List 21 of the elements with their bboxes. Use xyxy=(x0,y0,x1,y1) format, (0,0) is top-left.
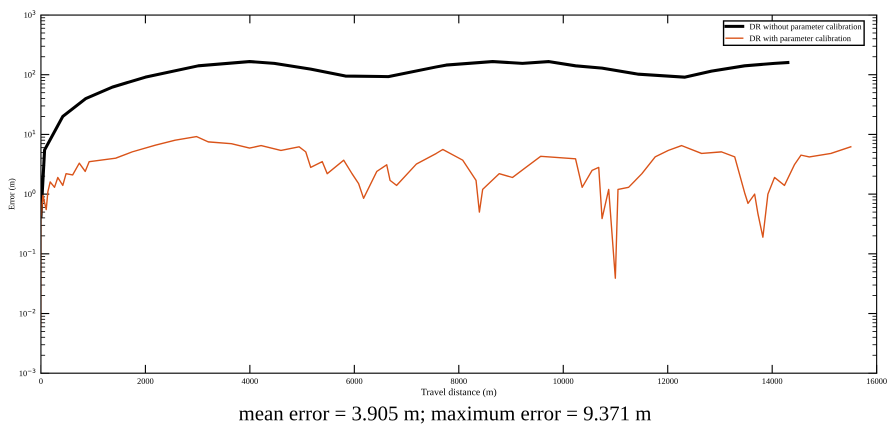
legend-label: DR with parameter calibration xyxy=(750,35,851,43)
x-tick-label: 2000 xyxy=(137,378,154,384)
x-tick-label: 0 xyxy=(39,378,43,384)
y-tick-label: 10$^{−2}$ xyxy=(20,308,36,316)
text: mean error = 3.905 m; maximum error = 9.371 m xyxy=(239,406,652,424)
x-tick-label: 6000 xyxy=(346,378,362,384)
y-tick-label: 10$^{0}$ xyxy=(24,189,36,198)
x-tick-label: 8000 xyxy=(450,378,467,384)
x-tick-label: 4000 xyxy=(242,378,258,384)
y-axis-title: Error (m) xyxy=(8,178,16,210)
x-tick-label: 14000 xyxy=(762,378,782,384)
legend-label: DR without parameter calibration xyxy=(750,24,862,32)
x-tick-label: 12000 xyxy=(658,378,678,384)
y-tick-label: 10$^{3}$ xyxy=(24,10,36,18)
y-tick-label: 10$^{1}$ xyxy=(24,130,36,138)
y-tick-label: 10$^{2}$ xyxy=(24,70,36,78)
x-tick-label: 16000 xyxy=(866,378,887,384)
y-tick-label: 10$^{−1}$ xyxy=(20,249,36,257)
x-axis-title: Travel distance (m) xyxy=(421,388,496,398)
y-tick-label: 10$^{−3}$ xyxy=(20,368,36,376)
x-tick-label: 10000 xyxy=(554,378,574,384)
